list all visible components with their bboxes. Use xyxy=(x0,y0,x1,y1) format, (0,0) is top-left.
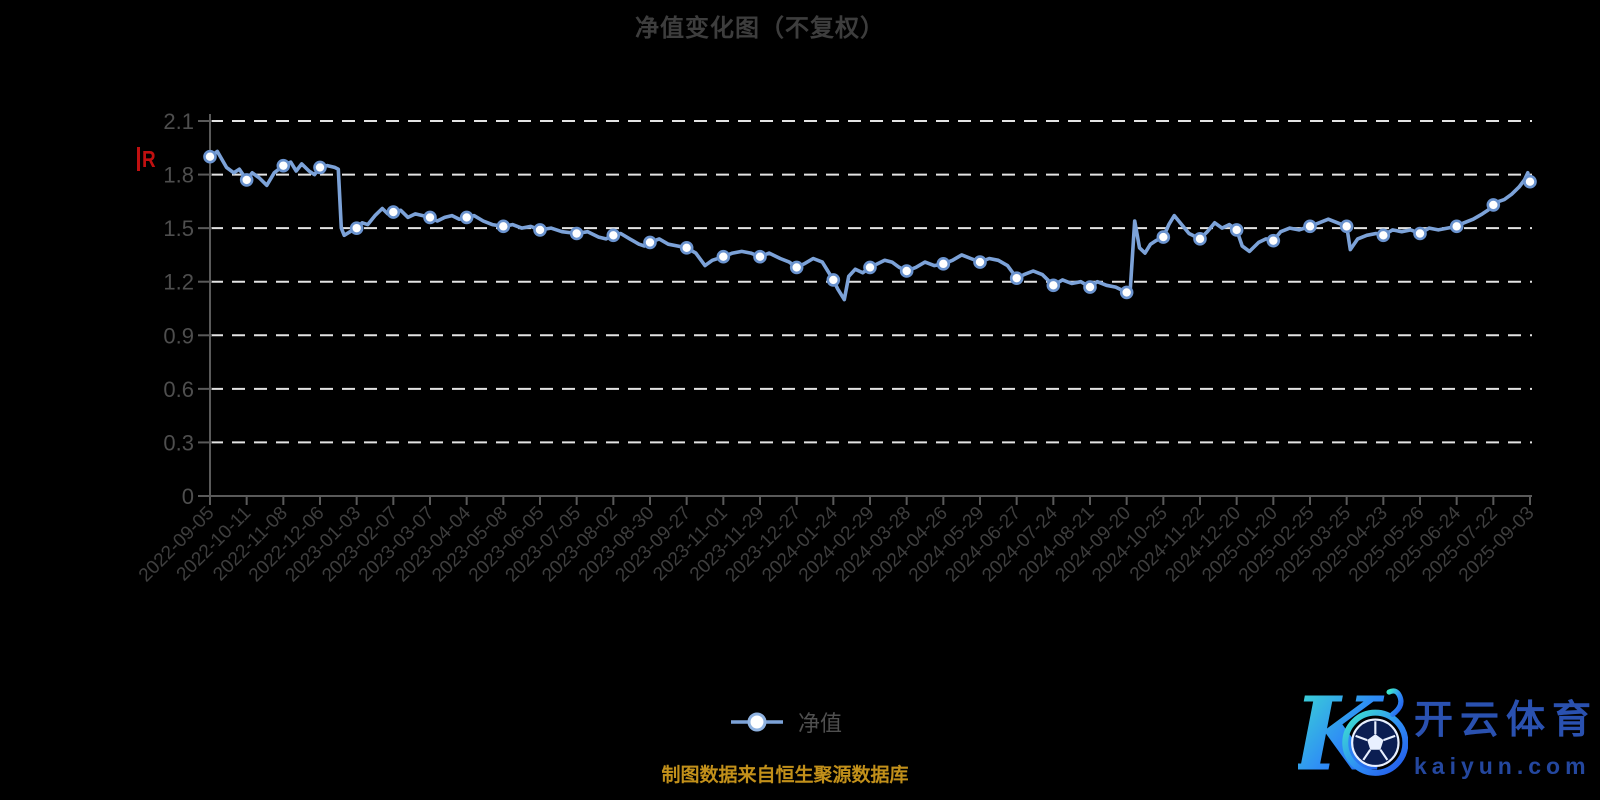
y-tick-label: 0.6 xyxy=(163,377,194,402)
y-tick-label: 2.1 xyxy=(163,109,194,134)
y-tick-label: 1.2 xyxy=(163,270,194,295)
data-point-marker xyxy=(1339,219,1354,234)
data-point-marker xyxy=(1083,280,1097,294)
data-point-marker xyxy=(1266,233,1281,248)
data-point-marker xyxy=(1229,223,1244,237)
kaiyun-logo-mark-icon: K xyxy=(1298,674,1408,793)
data-point-marker xyxy=(423,210,437,225)
kaiyun-logo[interactable]: K 开云体育 kaiyun.com xyxy=(1298,660,1598,798)
logo-text-block: 开云体育 kaiyun.com xyxy=(1414,689,1598,780)
data-point-marker xyxy=(789,260,804,275)
logo-domain: kaiyun.com xyxy=(1413,752,1591,779)
data-point-marker xyxy=(569,226,584,241)
data-point-marker xyxy=(533,223,547,237)
y-tick-label: 0.3 xyxy=(163,430,194,455)
data-point-marker xyxy=(936,257,951,271)
data-point-marker xyxy=(753,249,767,264)
data-point-marker xyxy=(1449,219,1464,234)
data-point-marker xyxy=(496,219,511,234)
y-tick-label: 0 xyxy=(182,484,194,509)
data-point-marker xyxy=(203,149,217,164)
y-tick-label: 0.9 xyxy=(163,323,194,348)
data-point-marker xyxy=(1523,174,1537,189)
flag-bar-icon xyxy=(137,147,140,171)
dividend-flag-marker: R xyxy=(137,147,159,171)
data-point-marker xyxy=(863,260,877,275)
data-point-marker xyxy=(973,255,987,269)
page-title: 净值变化图（不复权） xyxy=(635,15,885,42)
flag-glyph: R xyxy=(142,146,156,172)
chart-legend[interactable]: 净值 xyxy=(0,706,1572,738)
data-point-marker xyxy=(1156,230,1171,244)
data-point-marker xyxy=(1009,271,1024,285)
soccer-ball-icon xyxy=(1351,718,1400,768)
data-point-marker xyxy=(1376,228,1391,243)
data-point-marker xyxy=(349,221,364,235)
data-point-marker xyxy=(1046,278,1061,293)
data-point-marker xyxy=(826,273,841,287)
net-value-line-chart[interactable]: 00.30.60.91.21.51.82.12022-09-052022-10-… xyxy=(0,0,1600,648)
data-point-marker xyxy=(606,228,621,243)
data-point-marker xyxy=(313,160,327,175)
logo-brand-name: 开云体育 xyxy=(1413,698,1598,742)
data-source-note: 制图数据来自恒生聚源数据库 xyxy=(661,765,909,786)
y-tick-label: 1.5 xyxy=(163,216,194,241)
y-tick-label: 1.8 xyxy=(163,163,194,188)
data-point-marker xyxy=(239,173,254,187)
data-point-marker xyxy=(1193,232,1207,246)
data-point-marker xyxy=(459,210,474,225)
data-point-marker xyxy=(276,158,291,173)
data-point-marker xyxy=(899,264,914,278)
logo-swirl-ring xyxy=(1342,709,1408,776)
data-point-marker xyxy=(1413,226,1427,241)
data-point-marker xyxy=(643,235,657,250)
data-point-marker xyxy=(1119,285,1134,300)
data-point-marker xyxy=(1303,219,1317,234)
data-point-marker xyxy=(716,249,731,264)
data-point-marker xyxy=(679,240,694,255)
data-point-marker xyxy=(1486,198,1501,212)
legend-marker-icon xyxy=(730,712,783,732)
data-point-marker xyxy=(386,205,401,219)
legend-label: 净值 xyxy=(797,711,842,736)
logo-swirl-curl xyxy=(1386,688,1404,717)
